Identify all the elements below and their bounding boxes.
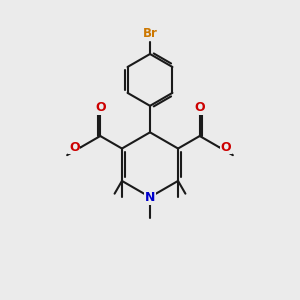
Text: O: O [194, 101, 205, 114]
Text: O: O [95, 101, 106, 114]
Text: O: O [69, 141, 80, 154]
Text: O: O [220, 141, 231, 154]
Text: Br: Br [142, 27, 158, 40]
Text: N: N [145, 190, 155, 204]
